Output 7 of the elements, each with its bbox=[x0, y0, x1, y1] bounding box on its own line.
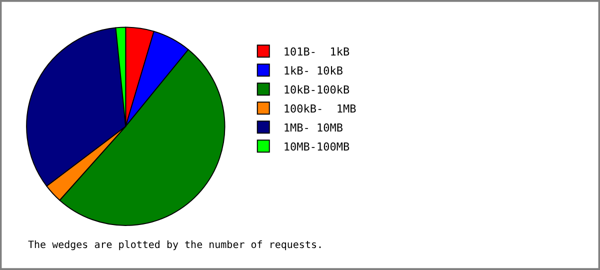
legend-label: 101B- 1kB bbox=[283, 45, 350, 58]
legend-label: 10MB-100MB bbox=[283, 140, 350, 154]
legend-label: 10kB-100kB bbox=[283, 83, 350, 96]
legend-label: 1kB- 10kB bbox=[283, 64, 344, 78]
legend-label: 100kB- 1MB bbox=[283, 102, 357, 116]
text: The wedges are plotted by the number of requests. bbox=[28, 240, 324, 251]
legend-label: 1MB- 10MB bbox=[283, 121, 344, 134]
